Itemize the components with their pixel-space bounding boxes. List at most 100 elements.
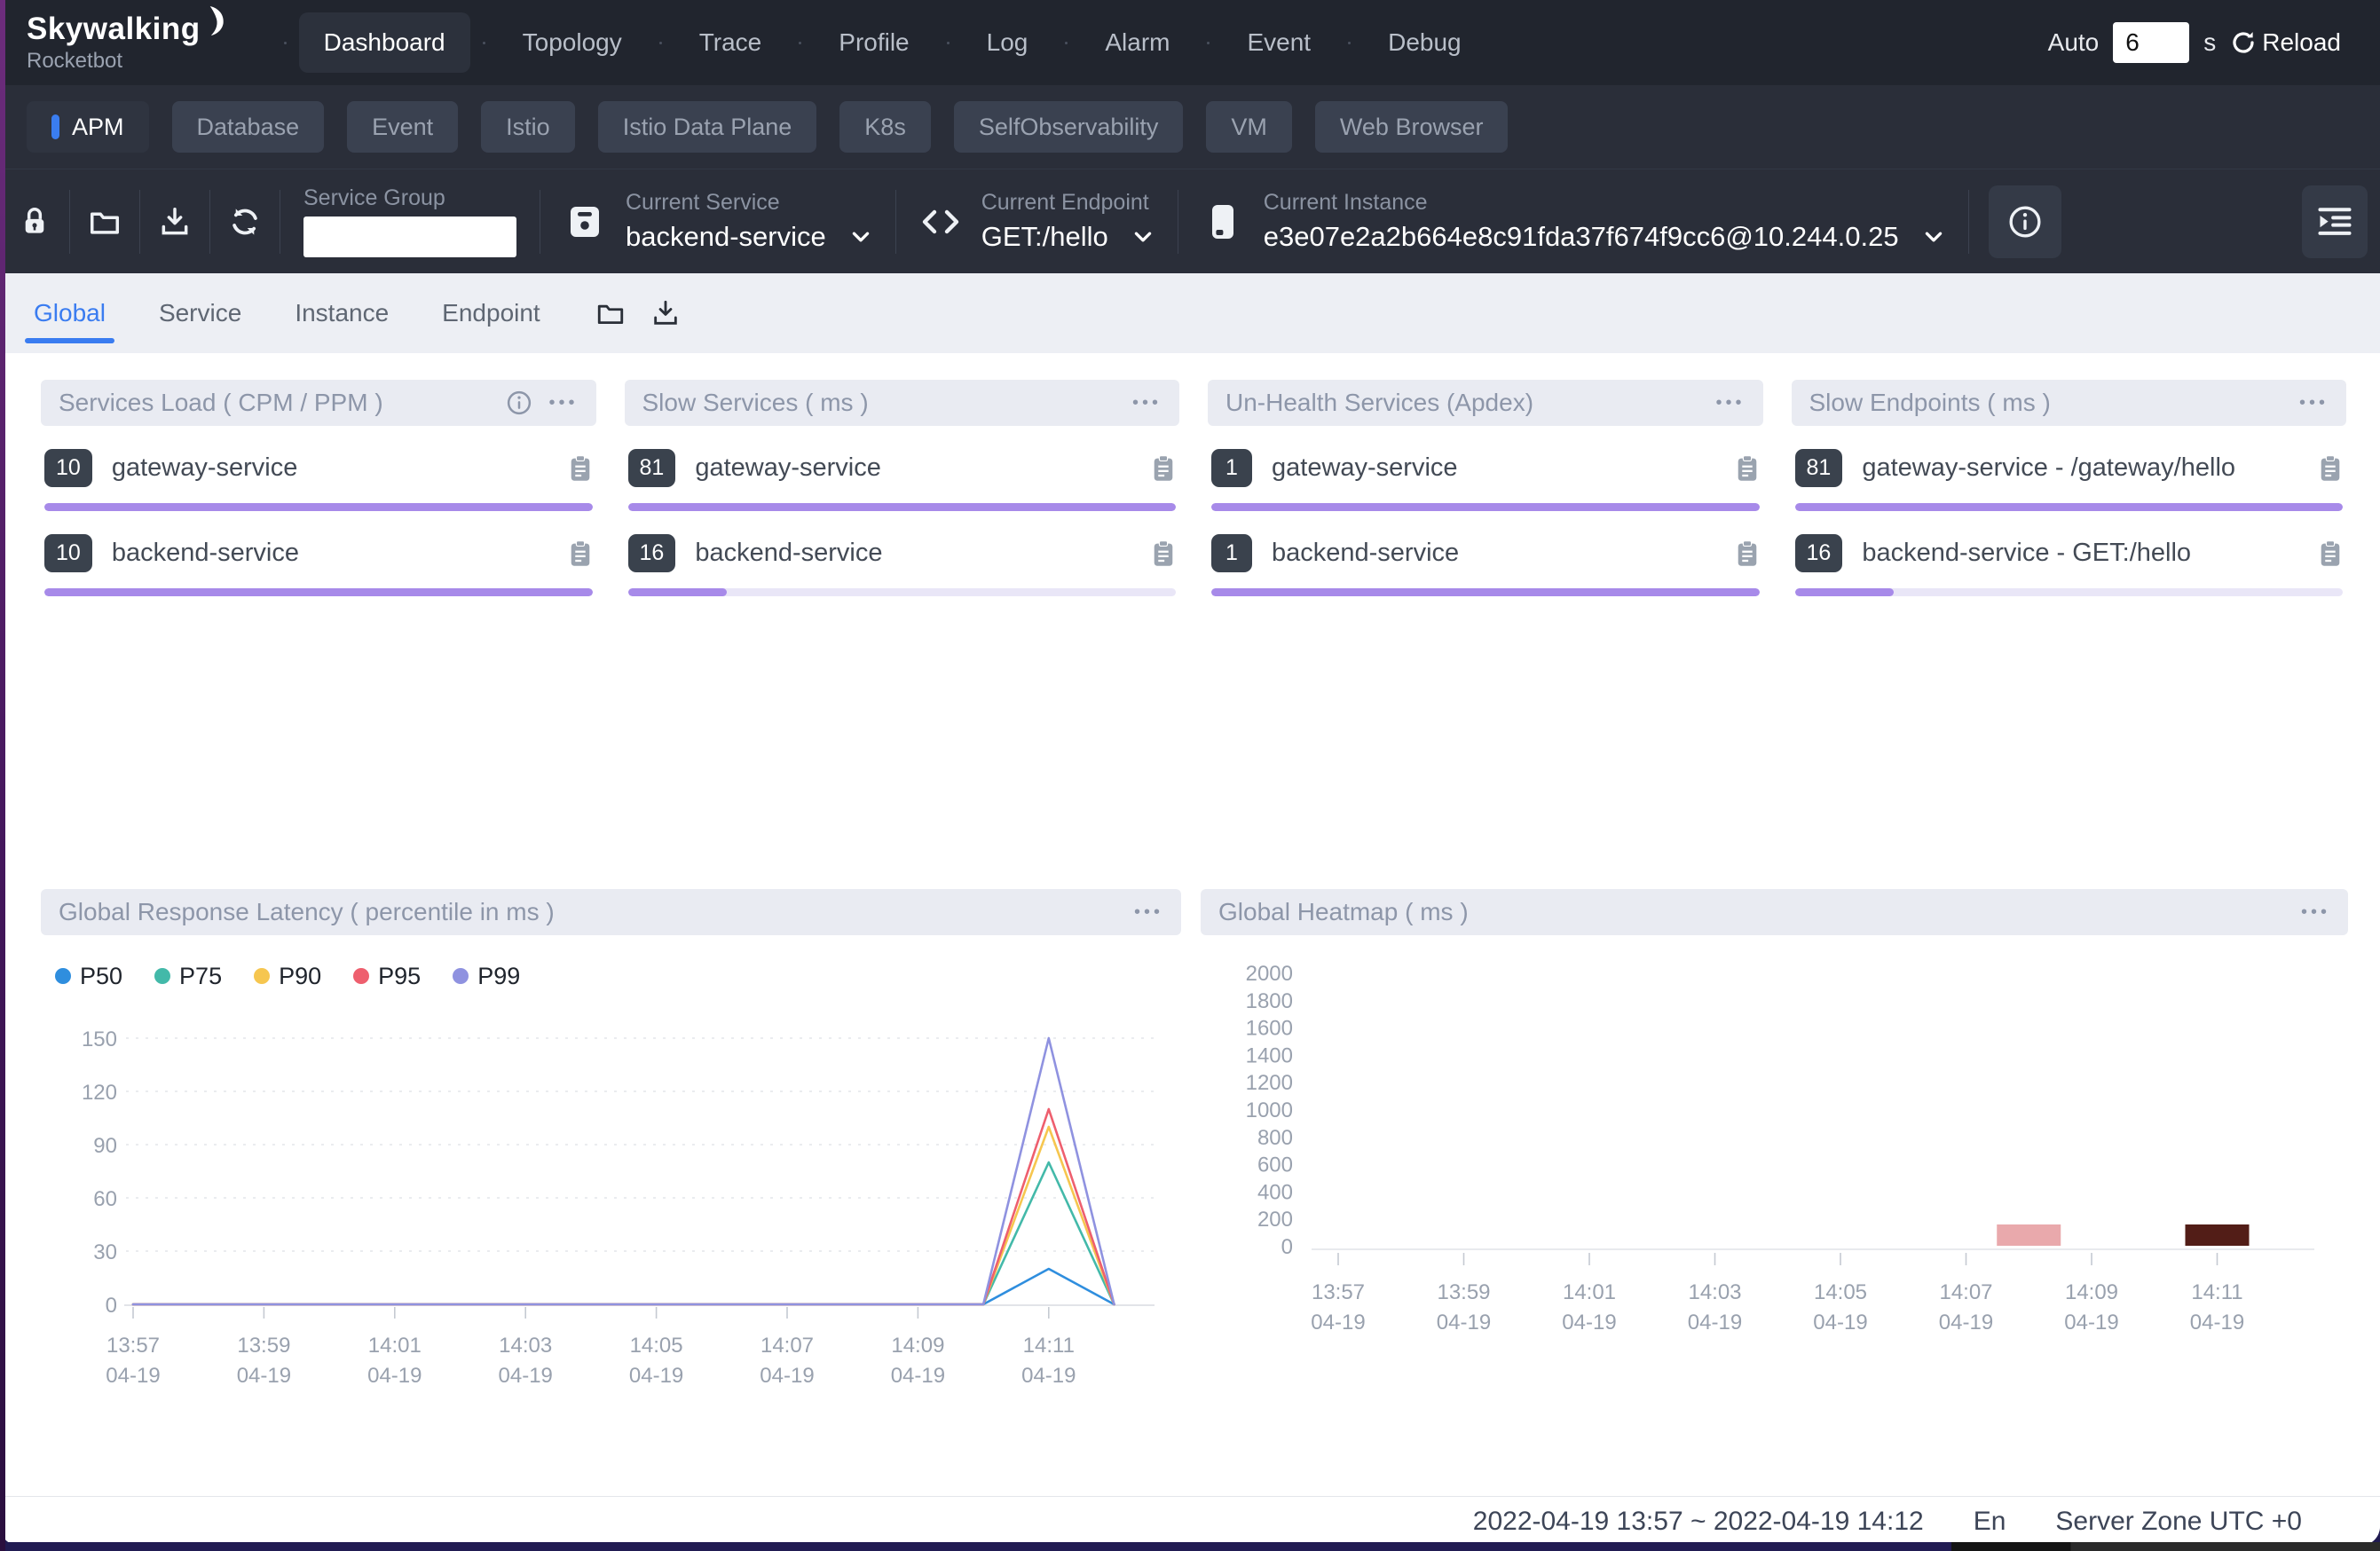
tab-istio[interactable]: Istio [481,101,575,153]
tab-apm[interactable]: APM [27,101,149,153]
tab-event[interactable]: Event [347,101,458,153]
list-item[interactable]: 81 gateway-service - /gateway/hello [1792,449,2347,511]
auto-interval-input[interactable] [2113,22,2189,63]
clipboard-icon[interactable] [568,539,593,568]
chevron-down-icon[interactable] [849,225,872,248]
chevron-down-icon[interactable] [1131,225,1155,248]
nav-item-label: Debug [1363,12,1486,73]
card-title: Services Load ( CPM / PPM ) [59,389,383,417]
lock-button[interactable] [0,189,69,255]
settings-panel-toggle[interactable] [2302,185,2368,258]
current-service-label: Current Service [626,190,872,216]
subtab-instance[interactable]: Instance [291,276,392,350]
chevron-down-icon[interactable] [1922,225,1945,248]
subtab-service[interactable]: Service [155,276,245,350]
nav-item-trace[interactable]: Trace [659,12,787,73]
nav-item-event[interactable]: Event [1207,12,1336,73]
tab-k8s[interactable]: K8s [839,101,931,153]
folder-icon[interactable] [595,298,626,328]
list-item[interactable]: 16 backend-service [625,534,1180,596]
service-group-input[interactable] [303,217,516,257]
svg-text:14:05: 14:05 [1814,1280,1867,1304]
clipboard-icon[interactable] [2318,539,2343,568]
clipboard-icon[interactable] [1735,539,1760,568]
svg-text:1600: 1600 [1246,1017,1293,1041]
list-item[interactable]: 10 backend-service [41,534,596,596]
reload-icon [2230,29,2257,56]
tab-selfobservability[interactable]: SelfObservability [954,101,1184,153]
nav-item-alarm[interactable]: Alarm [1065,12,1194,73]
tab-database[interactable]: Database [172,101,325,153]
list-item[interactable]: 81 gateway-service [625,449,1180,511]
subtab-global[interactable]: Global [30,276,109,350]
svg-text:04-19: 04-19 [237,1364,291,1388]
list-item[interactable]: 10 gateway-service [41,449,596,511]
subtab-actions [595,298,681,328]
more-menu-icon[interactable]: ••• [548,394,578,412]
legend-item-p99[interactable]: P99 [453,963,520,990]
subtab-endpoint[interactable]: Endpoint [438,276,544,350]
series-p50 [133,1269,1115,1304]
current-service-selector[interactable]: Current Service backend-service [540,190,895,253]
clipboard-icon[interactable] [2318,454,2343,483]
legend-dot [55,968,71,984]
nav-item-label: Dashboard [299,12,470,73]
more-menu-icon[interactable]: ••• [1134,903,1163,921]
nav-item-profile[interactable]: Profile [799,12,934,73]
legend-item-p90[interactable]: P90 [254,963,321,990]
more-menu-icon[interactable]: ••• [1132,394,1162,412]
legend-item-p95[interactable]: P95 [353,963,421,990]
folder-button[interactable] [70,189,139,255]
brand-logo[interactable]: Skywalking Rocketbot [27,12,225,74]
nav-item-label: Alarm [1080,12,1194,73]
nav-dot [483,42,485,44]
current-endpoint-selector[interactable]: Current Endpoint GET:/hello [896,190,1178,253]
time-range-picker[interactable]: 2022-04-19 13:57 ~ 2022-04-19 14:12 [1473,1507,1924,1537]
tab-label: Web Browser [1340,114,1484,141]
nav-item-topology[interactable]: Topology [483,12,647,73]
tab-vm[interactable]: VM [1206,101,1292,153]
card-header: Un-Health Services (Apdex) ••• [1208,380,1763,426]
value-bar [628,588,1177,596]
clipboard-icon[interactable] [568,454,593,483]
card-slow-services-ms: Slow Services ( ms ) ••• 81 gateway-serv… [625,380,1180,889]
svg-text:60: 60 [93,1187,117,1211]
value-bar [1211,503,1760,511]
list-item[interactable]: 1 gateway-service [1208,449,1763,511]
info-button[interactable] [1989,185,2061,258]
nav-item-log[interactable]: Log [947,12,1053,73]
tab-web-browser[interactable]: Web Browser [1315,101,1509,153]
svg-text:1000: 1000 [1246,1098,1293,1122]
folder-icon [88,205,122,239]
language-switch[interactable]: En [1974,1507,2006,1537]
clipboard-icon[interactable] [1735,454,1760,483]
svg-text:2000: 2000 [1246,962,1293,986]
nav-item-dashboard[interactable]: Dashboard [284,12,470,73]
legend-item-p50[interactable]: P50 [55,963,122,990]
legend-item-p75[interactable]: P75 [154,963,222,990]
item-name: backend-service - GET:/hello [1862,539,2191,568]
clipboard-icon[interactable] [1151,539,1176,568]
more-menu-icon[interactable]: ••• [2301,903,2330,921]
refresh-button[interactable] [210,189,280,255]
clipboard-icon[interactable] [1151,454,1176,483]
export-button[interactable] [140,189,209,255]
svg-text:04-19: 04-19 [367,1364,422,1388]
svg-text:04-19: 04-19 [760,1364,814,1388]
info-icon [2007,204,2043,240]
svg-text:14:09: 14:09 [891,1334,944,1358]
list-item[interactable]: 1 backend-service [1208,534,1763,596]
server-zone[interactable]: Server Zone UTC +0 [2055,1507,2302,1537]
x-axis-labels: 13:5704-1913:5904-1914:0104-1914:0304-19… [106,1307,1076,1388]
reload-button[interactable]: Reload [2230,28,2341,57]
auto-reload-controls: Auto s Reload [2048,22,2341,63]
tab-istio-data-plane[interactable]: Istio Data Plane [598,101,817,153]
download-icon[interactable] [650,298,681,328]
info-icon[interactable] [506,390,532,416]
more-menu-icon[interactable]: ••• [1715,394,1745,412]
legend-label: P99 [477,963,520,990]
nav-item-debug[interactable]: Debug [1348,12,1486,73]
current-instance-selector[interactable]: Current Instance e3e07e2a2b664e8c91fda37… [1178,190,1968,253]
list-item[interactable]: 16 backend-service - GET:/hello [1792,534,2347,596]
more-menu-icon[interactable]: ••• [2299,394,2329,412]
